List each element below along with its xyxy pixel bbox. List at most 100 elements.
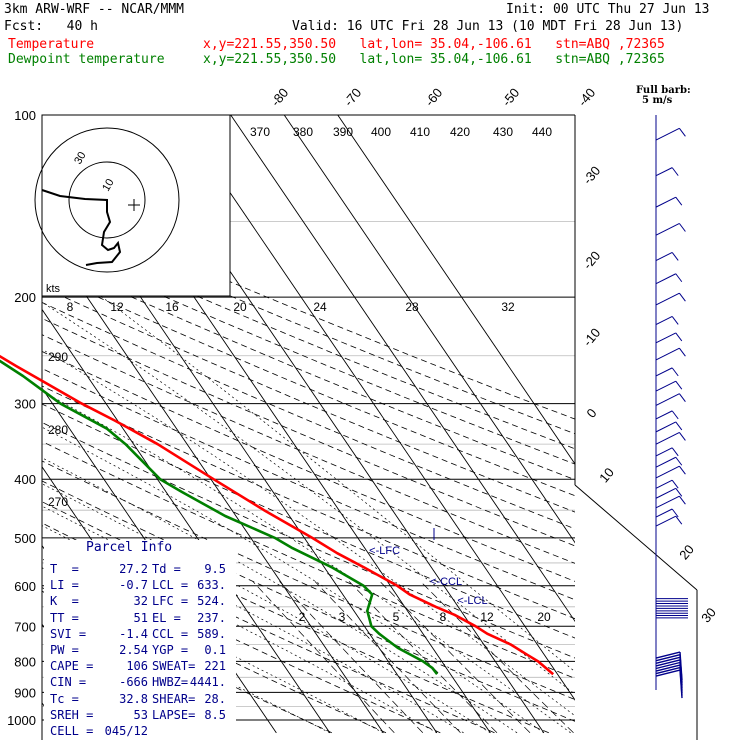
hodograph-ring-label: 10 (100, 177, 117, 194)
pressure-tick-label: 300 (14, 397, 36, 412)
parcel-key: CCL = (152, 626, 189, 641)
parcel-value: 53 (133, 707, 148, 722)
wind-barb (655, 332, 677, 344)
parcel-value: 8.5 (204, 707, 226, 722)
parcel-key: CAPE = (50, 659, 94, 674)
speed-tick-label: 28 (405, 300, 419, 314)
isotherm-label: 0 (583, 406, 599, 421)
pressure-tick-label: 100 (14, 108, 36, 123)
hodograph: 10 30 kts 8 12 16 20 24 28 32 (34, 114, 515, 314)
isotherm-label: -30 (580, 163, 604, 187)
parcel-key: PW = (50, 643, 79, 657)
isotherm-label: -80 (268, 85, 292, 109)
dry-adiabat (42, 440, 575, 679)
parcel-value: -666 (119, 675, 148, 690)
parcel-value: 524. (197, 594, 226, 609)
wind-barb (655, 167, 673, 177)
moist-adiabat (42, 252, 575, 673)
parcel-value: 589. (197, 626, 226, 641)
isotherm-label: -10 (580, 325, 604, 349)
theta-label: 430 (493, 125, 513, 139)
wind-barb (655, 651, 681, 659)
isotherm-label: -60 (422, 85, 446, 109)
parcel-value: 27.2 (119, 562, 148, 576)
wind-barb-flag (671, 252, 679, 261)
dry-adiabat (42, 334, 575, 564)
wind-barb-flag (671, 508, 679, 518)
parcel-key: SWEAT= (152, 659, 196, 674)
pressure-tick-label: 500 (14, 531, 36, 546)
wind-barb-flag (679, 292, 686, 302)
dewpoint-location: x,y=221.55,350.50 lat,lon= 35.04,-106.61… (203, 52, 665, 67)
dry-adiabat (42, 368, 575, 601)
level-annotations: <-EL<-LFC<-CCL<-LCL (369, 528, 488, 607)
theta-label: 440 (532, 125, 552, 139)
theta-low-label: 280 (48, 423, 68, 437)
parcel-key: CIN = (50, 675, 87, 690)
wind-barb (655, 421, 677, 433)
parcel-value: 045/12 (104, 724, 148, 738)
wind-barb (655, 508, 673, 518)
wind-barb (655, 292, 680, 306)
wind-barb-flag (675, 515, 683, 525)
wind-barb (655, 410, 673, 420)
wind-barb (655, 487, 677, 499)
mixing-ratio-label: 20 (537, 610, 551, 624)
parcel-key: K = (50, 594, 79, 609)
model-title: 3km ARW-WRF -- NCAR/MMM (4, 2, 185, 17)
mixing-ratio-line (379, 581, 531, 734)
wind-barb (655, 515, 677, 527)
dry-adiabat (42, 199, 575, 420)
wind-barb-flag (671, 410, 679, 420)
wind-barb-flag (675, 421, 683, 431)
parcel-value: 9.5 (204, 562, 226, 576)
wind-barb-flag (679, 465, 686, 475)
parcel-value: -0.7 (119, 578, 148, 593)
wind-barb-flag (675, 380, 683, 390)
parcel-key: LI = (50, 578, 79, 593)
mixing-ratio-label: 5 (393, 610, 400, 624)
pressure-tick-label: 1000 (7, 713, 36, 728)
isotherm-label: -70 (341, 85, 365, 109)
mixing-ratio-line (314, 581, 461, 734)
theta-label: 400 (371, 125, 391, 139)
wind-barb (655, 393, 680, 406)
theta-low-label: 270 (48, 495, 68, 509)
wind-barb (655, 656, 681, 665)
moist-adiabat (42, 301, 575, 695)
parcel-value: 633. (197, 578, 226, 593)
level-annotation: <-CCL (430, 576, 462, 588)
parcel-key: SREH = (50, 707, 94, 722)
moist-adiabat (42, 587, 331, 734)
wind-barb (655, 659, 681, 667)
parcel-info-title: Parcel Info (86, 540, 173, 555)
wind-barb (655, 669, 681, 677)
wind-barb-flag (671, 167, 679, 176)
wind-barb-flag (679, 223, 686, 232)
parcel-key: LAPSE= (152, 707, 196, 722)
isotherm-label: 20 (676, 542, 697, 563)
pressure-tick-label: 400 (14, 472, 36, 487)
wind-barb (655, 432, 680, 445)
parcel-key: SVI = (50, 626, 87, 641)
wind-barb-flag (679, 393, 686, 403)
parcel-key: LFC = (152, 594, 189, 609)
wind-barb (655, 495, 680, 509)
parcel-key: HWBZ= (152, 675, 189, 690)
speed-tick-label: 20 (233, 300, 247, 314)
dry-adiabat (42, 241, 575, 465)
hodograph-ring-10 (68, 161, 146, 239)
parcel-key: TT = (50, 610, 79, 625)
isotherm-line (230, 115, 575, 623)
wind-barb-flag (675, 196, 683, 206)
wind-barb (655, 661, 681, 670)
valid-time: Valid: 16 UTC Fri 28 Jun 13 (10 MDT Fri … (292, 19, 684, 34)
wind-barb-flag (671, 367, 679, 377)
hodograph-units: kts (46, 283, 61, 295)
wind-barb (655, 380, 677, 392)
parcel-key: EL = (152, 610, 181, 625)
isotherm-line (0, 102, 9, 733)
parcel-key: YGP = (152, 643, 189, 657)
temperature-line (0, 354, 555, 676)
